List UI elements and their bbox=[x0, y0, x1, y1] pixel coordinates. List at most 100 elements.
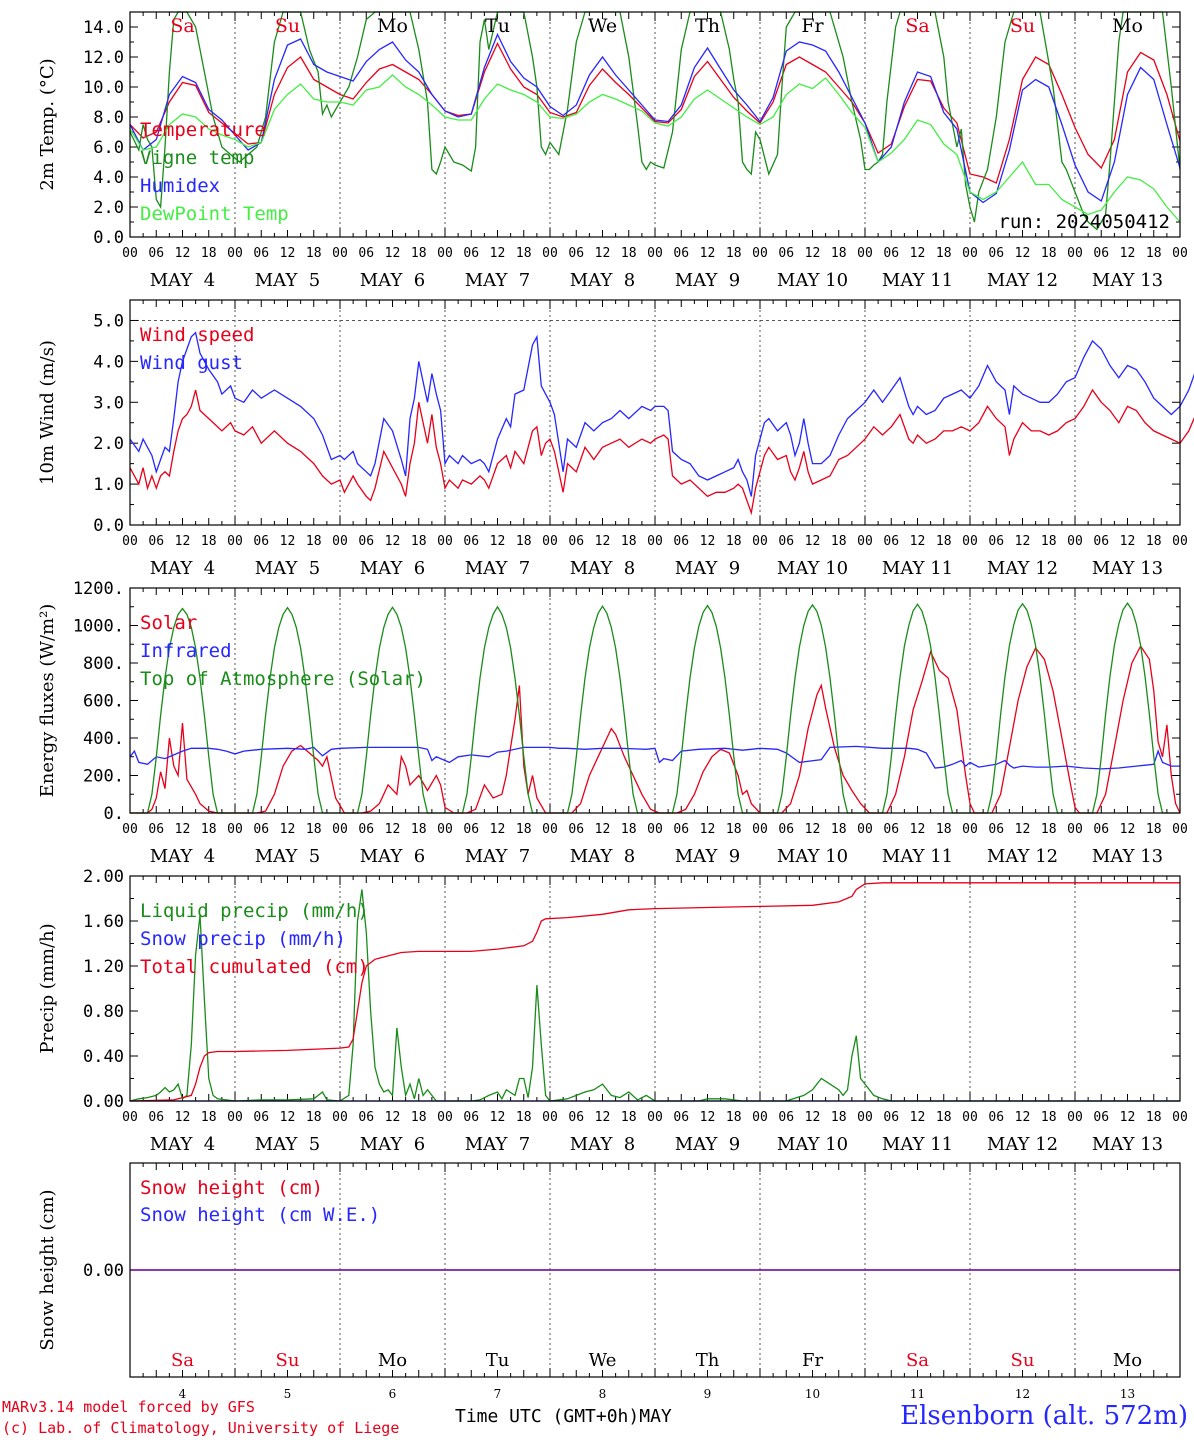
day-label: MAY 13 bbox=[1092, 270, 1163, 291]
hour-label: 12 bbox=[595, 534, 611, 549]
hour-label: 00 bbox=[857, 1110, 873, 1125]
hour-label: 12 bbox=[1120, 822, 1136, 837]
day-label: MAY 13 bbox=[1092, 1134, 1163, 1155]
weekday-label: Sa bbox=[905, 15, 929, 37]
hour-label: 06 bbox=[883, 246, 899, 261]
weekday-label: Tu bbox=[485, 15, 510, 37]
hour-label: 06 bbox=[358, 822, 374, 837]
hour-label: 18 bbox=[831, 822, 847, 837]
legend-entry: Snow height (cm) bbox=[140, 1177, 323, 1199]
y-tick-label: 8.0 bbox=[93, 108, 124, 128]
series-line-wind-0 bbox=[129, 388, 1194, 516]
day-number-label: 10 bbox=[805, 1387, 820, 1401]
y-tick-label: 4.0 bbox=[93, 168, 124, 188]
hour-label: 12 bbox=[805, 534, 821, 549]
hour-label: 06 bbox=[778, 246, 794, 261]
hour-label: 18 bbox=[1041, 822, 1057, 837]
hour-label: 12 bbox=[595, 246, 611, 261]
hour-label: 06 bbox=[673, 822, 689, 837]
hour-label: 18 bbox=[201, 534, 217, 549]
hour-label: 18 bbox=[516, 246, 532, 261]
weekday-label: Th bbox=[695, 15, 720, 37]
hour-label: 12 bbox=[280, 534, 296, 549]
hour-label: 06 bbox=[1093, 534, 1109, 549]
hour-label: 06 bbox=[253, 822, 269, 837]
legend-entry: Top of Atmosphere (Solar) bbox=[140, 668, 426, 690]
day-label: MAY 12 bbox=[987, 558, 1058, 579]
hour-label: 00 bbox=[1067, 1110, 1083, 1125]
hour-label: 00 bbox=[1172, 246, 1188, 261]
day-label: MAY 12 bbox=[987, 846, 1058, 867]
hour-label: 18 bbox=[621, 534, 637, 549]
hour-label: 12 bbox=[910, 246, 926, 261]
weekday-label: Su bbox=[1010, 15, 1035, 37]
hour-label: 00 bbox=[1172, 822, 1188, 837]
hour-label: 12 bbox=[385, 534, 401, 549]
lab-credit: (c) Lab. of Climatology, University of L… bbox=[2, 1419, 400, 1437]
day-label: MAY 10 bbox=[777, 270, 848, 291]
hour-label: 06 bbox=[148, 246, 164, 261]
y-tick-label: 1000. bbox=[73, 617, 124, 637]
panel-frame bbox=[129, 299, 1181, 526]
day-label: MAY 4 bbox=[150, 1134, 215, 1155]
y-tick-label: 600. bbox=[83, 692, 124, 712]
hour-label: 18 bbox=[516, 822, 532, 837]
hour-label: 06 bbox=[358, 1110, 374, 1125]
hour-label: 00 bbox=[647, 246, 663, 261]
hour-label: 06 bbox=[988, 822, 1004, 837]
hour-label: 00 bbox=[752, 534, 768, 549]
hour-label: 18 bbox=[306, 822, 322, 837]
day-label: MAY 12 bbox=[987, 1134, 1058, 1155]
hour-label: 18 bbox=[1041, 1110, 1057, 1125]
hour-label: 12 bbox=[700, 246, 716, 261]
hour-label: 12 bbox=[1120, 246, 1136, 261]
hour-label: 00 bbox=[227, 534, 243, 549]
hour-label: 18 bbox=[1041, 246, 1057, 261]
day-number-label: 8 bbox=[599, 1387, 607, 1401]
day-number-label: 7 bbox=[494, 1387, 502, 1401]
hour-label: 06 bbox=[673, 534, 689, 549]
day-label: MAY 11 bbox=[882, 1134, 953, 1155]
hour-label: 00 bbox=[1172, 1110, 1188, 1125]
day-number-label: 4 bbox=[179, 1387, 187, 1401]
panel-frame bbox=[129, 875, 1181, 1102]
y-tick-label: 2.0 bbox=[93, 198, 124, 218]
legend-entry: Wind speed bbox=[140, 324, 254, 346]
day-label: MAY 5 bbox=[255, 270, 320, 291]
legend-entry: Humidex bbox=[140, 175, 220, 197]
legend-entry: Liquid precip (mm/h) bbox=[140, 900, 369, 922]
hour-label: 06 bbox=[463, 822, 479, 837]
hour-label: 00 bbox=[332, 1110, 348, 1125]
hour-label: 00 bbox=[332, 534, 348, 549]
hour-label: 18 bbox=[726, 1110, 742, 1125]
hour-label: 06 bbox=[568, 246, 584, 261]
hour-label: 12 bbox=[175, 246, 191, 261]
station-name: Elsenborn (alt. 572m) bbox=[900, 1401, 1188, 1431]
series-line-temp-0 bbox=[129, 42, 1181, 184]
hour-label: 06 bbox=[358, 246, 374, 261]
hour-label: 00 bbox=[542, 534, 558, 549]
hour-label: 18 bbox=[516, 1110, 532, 1125]
hour-label: 06 bbox=[778, 822, 794, 837]
hour-label: 00 bbox=[437, 1110, 453, 1125]
hour-label: 06 bbox=[988, 246, 1004, 261]
series-line-temp-1 bbox=[129, 11, 1181, 231]
day-label: MAY 9 bbox=[675, 558, 740, 579]
hour-label: 00 bbox=[542, 822, 558, 837]
panel-temp: 0.0 2.0 4.0 6.0 8.0 10.0 12.0 14.0 2m Temp. (°C)… bbox=[37, 11, 1188, 291]
hour-label: 06 bbox=[673, 246, 689, 261]
series-line-wind-1 bbox=[129, 331, 1194, 497]
day-label: MAY 6 bbox=[360, 558, 425, 579]
hour-label: 00 bbox=[332, 822, 348, 837]
hour-label: 12 bbox=[595, 822, 611, 837]
weekday-label: Su bbox=[275, 15, 300, 37]
weekday-label: Su bbox=[276, 1350, 300, 1371]
y-tick-label: 2.0 bbox=[93, 434, 124, 454]
hour-label: 18 bbox=[831, 1110, 847, 1125]
day-label: MAY 9 bbox=[675, 846, 740, 867]
hour-label: 06 bbox=[988, 534, 1004, 549]
y-tick-label: 0.00 bbox=[83, 1261, 124, 1281]
hour-label: 12 bbox=[385, 822, 401, 837]
day-label: MAY 4 bbox=[150, 270, 215, 291]
